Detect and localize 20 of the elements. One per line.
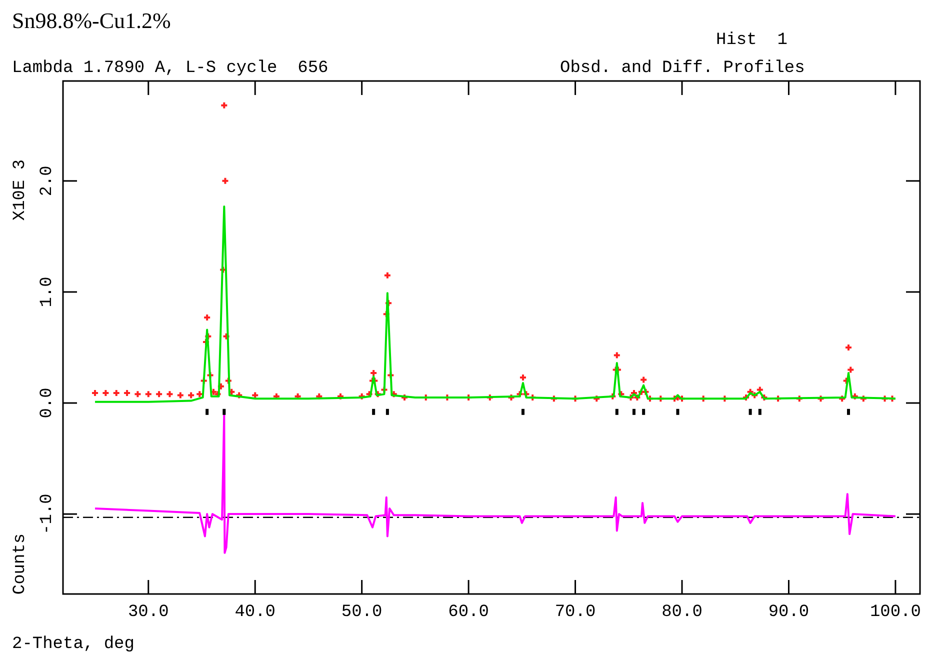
x-tick-label: 90.0 bbox=[768, 603, 810, 622]
x-tick-label: 80.0 bbox=[662, 603, 702, 622]
x-axis-title: 2-Theta, deg bbox=[12, 635, 134, 654]
text: Obsd. and Diff. Profiles bbox=[560, 59, 805, 78]
y-tick-label: -1.0 bbox=[38, 494, 57, 534]
text: X10E 3 bbox=[11, 159, 30, 221]
chart-title: Sn98.8%-Cu1.2% bbox=[12, 8, 171, 33]
x-tick-label: 60.0 bbox=[448, 603, 489, 622]
x-tick-label: 70.0 bbox=[554, 603, 596, 622]
x-tick-label: 100.0 bbox=[870, 603, 921, 622]
text: Hist 1 bbox=[716, 31, 788, 50]
y-axis-title: Counts bbox=[11, 533, 30, 595]
x-tick-label: 30.0 bbox=[128, 603, 169, 622]
y-tick-label: 1.0 bbox=[38, 276, 57, 308]
chart-subtitle: Lambda 1.7890 A, L-S cycle 656 bbox=[12, 59, 328, 78]
y-tick-label: 0.0 bbox=[38, 388, 57, 418]
x-tick-label: 50.0 bbox=[341, 603, 382, 622]
x-tick-label: 40.0 bbox=[234, 603, 276, 622]
y-tick-label: 2.0 bbox=[38, 166, 57, 196]
line-series bbox=[94, 205, 896, 403]
